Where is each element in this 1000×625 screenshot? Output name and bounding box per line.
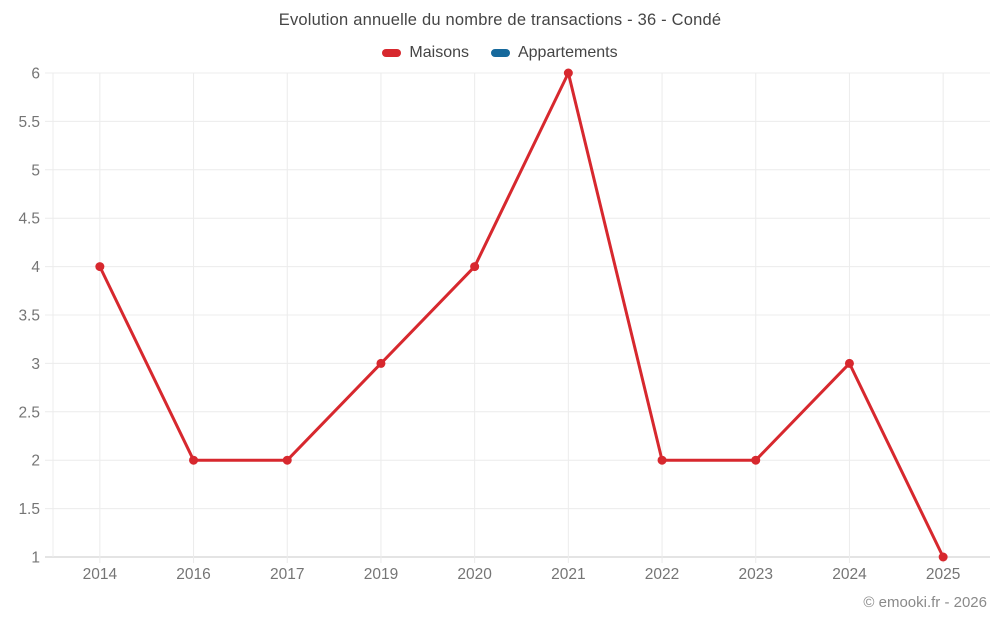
x-axis-tick-label: 2020	[457, 566, 492, 583]
y-axis-tick-label: 1	[31, 550, 40, 567]
data-point-maisons[interactable]	[95, 262, 105, 272]
x-axis-tick-label: 2014	[83, 566, 118, 583]
x-axis-tick-label: 2025	[926, 566, 960, 583]
chart-canvas: 1 1.5 2 2.5 3 3.5 4 4.5 5 5.5 6 2014 2016 2017 2019 202…	[18, 66, 990, 583]
data-point-maisons[interactable]	[751, 455, 761, 465]
legend-label-appartements: Appartements	[517, 44, 618, 61]
x-axis-tick-label: 2017	[270, 566, 304, 583]
y-axis-tick-label: 4.5	[18, 211, 40, 228]
x-axis-tick-label: 2022	[645, 566, 679, 583]
legend-swatch-maisons-icon	[382, 49, 402, 57]
y-axis-tick-label: 5.5	[18, 114, 40, 131]
chart-title: Evolution annuelle du nombre de transact…	[278, 11, 722, 29]
y-axis-tick-label: 5	[31, 162, 40, 179]
data-point-maisons[interactable]	[938, 552, 948, 562]
y-axis-tick-label: 1.5	[18, 501, 40, 518]
x-axis-tick-label: 2024	[832, 566, 867, 583]
y-axis-tick-label: 4	[31, 259, 40, 276]
data-point-maisons[interactable]	[470, 262, 480, 272]
data-point-maisons[interactable]	[657, 455, 667, 465]
y-axis-tick-label: 3.5	[18, 308, 40, 325]
data-point-maisons[interactable]	[282, 455, 292, 465]
x-axis-tick-label: 2016	[176, 566, 210, 583]
legend-item-appartements[interactable]: Appartements	[490, 44, 618, 62]
y-axis-tick-label: 6	[31, 66, 40, 83]
legend-swatch-appartements-icon	[490, 49, 510, 57]
legend-label-maisons: Maisons	[409, 44, 469, 61]
y-axis-tick-label: 2	[31, 453, 40, 470]
data-point-maisons[interactable]	[563, 68, 573, 78]
chart-legend: Maisons Appartements	[0, 44, 1000, 62]
x-axis-tick-label: 2021	[551, 566, 585, 583]
data-point-maisons[interactable]	[376, 358, 386, 368]
series-line-maisons	[98, 71, 945, 559]
y-axis-tick-label: 3	[31, 356, 40, 373]
y-axis-tick-label: 2.5	[18, 404, 40, 421]
data-point-maisons[interactable]	[189, 455, 199, 465]
x-axis-tick-label: 2023	[739, 566, 773, 583]
legend-item-maisons[interactable]: Maisons	[382, 44, 469, 62]
footer-credit: © emooki.fr - 2026	[863, 594, 987, 611]
data-point-maisons[interactable]	[844, 358, 854, 368]
x-axis-tick-label: 2019	[364, 566, 398, 583]
